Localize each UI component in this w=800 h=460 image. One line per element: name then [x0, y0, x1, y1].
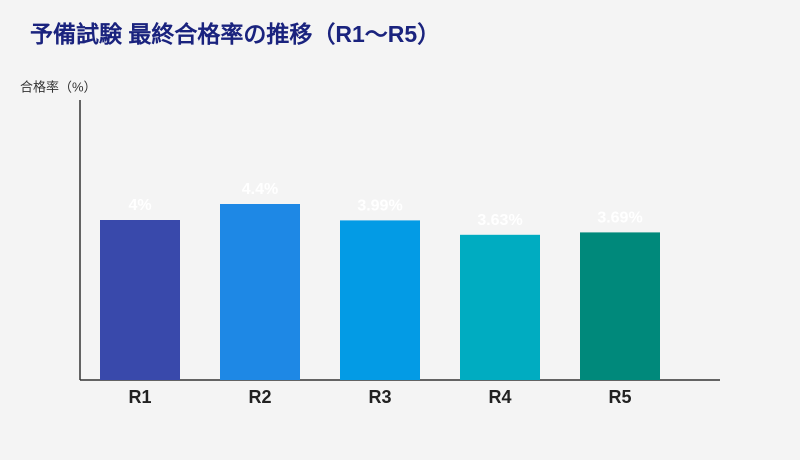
value-label: 3.63% [477, 212, 522, 229]
value-label: 4% [128, 197, 151, 214]
value-label: 3.69% [597, 210, 642, 227]
x-tick-label: R2 [248, 387, 271, 407]
x-tick-label: R4 [488, 387, 511, 407]
y-axis-label: 合格率（%） [20, 79, 97, 94]
bar [220, 204, 300, 380]
x-tick-label: R3 [368, 387, 391, 407]
bar [100, 220, 180, 380]
chart-title: 予備試験 最終合格率の推移（R1〜R5） [30, 21, 440, 47]
bar [460, 234, 540, 380]
x-tick-label: R1 [128, 387, 151, 407]
bar [580, 232, 660, 380]
x-tick-label: R5 [608, 387, 631, 407]
value-label: 3.99% [357, 198, 402, 215]
bar [340, 220, 420, 380]
value-label: 4.4% [242, 181, 278, 198]
